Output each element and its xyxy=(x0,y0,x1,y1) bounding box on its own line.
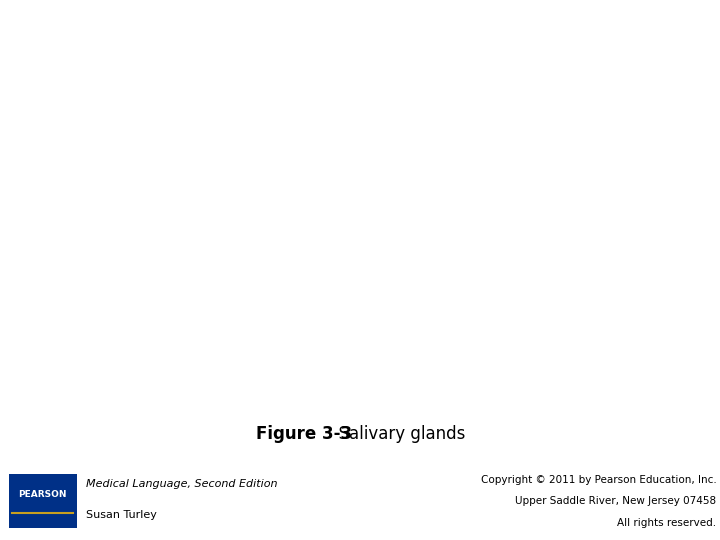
Text: Figure 3-3: Figure 3-3 xyxy=(256,426,352,443)
Text: PEARSON: PEARSON xyxy=(19,490,67,500)
Text: Salivary glands: Salivary glands xyxy=(328,426,465,443)
Text: Medical Language, Second Edition: Medical Language, Second Edition xyxy=(86,480,277,489)
Text: Susan Turley: Susan Turley xyxy=(86,510,156,519)
Bar xyxy=(9,474,77,529)
Text: Upper Saddle River, New Jersey 07458: Upper Saddle River, New Jersey 07458 xyxy=(516,496,716,507)
Text: Copyright © 2011 by Pearson Education, Inc.: Copyright © 2011 by Pearson Education, I… xyxy=(481,475,716,485)
Text: All rights reserved.: All rights reserved. xyxy=(617,518,716,528)
